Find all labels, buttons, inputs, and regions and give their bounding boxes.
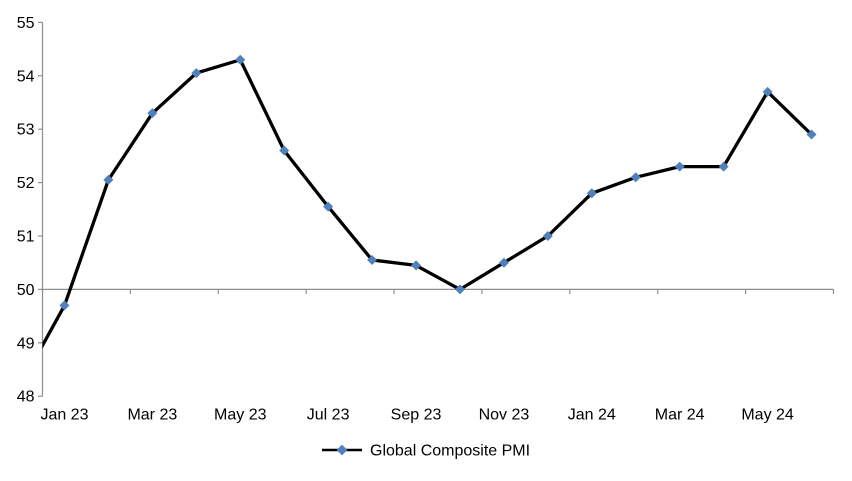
data-point-marker [147, 108, 158, 119]
x-axis-tick-label: Jul 23 [307, 407, 350, 424]
x-axis-tick-label: Sep 23 [391, 407, 442, 424]
legend-marker-diamond-icon [336, 444, 348, 456]
y-axis-tick-label: 48 [17, 389, 35, 406]
data-point-marker [586, 188, 597, 199]
data-point-marker [806, 129, 817, 140]
x-axis-tick-label: Mar 24 [655, 407, 705, 424]
legend: Global Composite PMI [322, 443, 530, 460]
series-group [42, 54, 817, 349]
data-point-marker [103, 174, 114, 185]
x-axis-tick-label: Mar 23 [127, 407, 177, 424]
x-axis-tick-label: May 24 [741, 407, 794, 424]
x-axis-tick-label: Nov 23 [479, 407, 530, 424]
data-point-marker [323, 201, 334, 212]
data-point-marker [762, 86, 773, 97]
y-axis-tick-label: 55 [17, 15, 35, 32]
legend-label: Global Composite PMI [370, 443, 530, 460]
data-point-marker [235, 54, 246, 65]
x-axis-tick-label: Jan 23 [40, 407, 88, 424]
data-point-marker [454, 284, 465, 295]
y-axis-tick-label: 49 [17, 335, 35, 352]
x-axis-tick-label: Jan 24 [568, 407, 616, 424]
data-point-marker [674, 161, 685, 172]
data-point-marker [542, 231, 553, 241]
y-axis-tick-label: 53 [17, 122, 35, 139]
plot-area: 48 49 50 51 52 53 54 55 Jan 23 Mar 23 May 23 Jul 23… [17, 15, 835, 424]
data-point-marker [718, 161, 729, 172]
data-point-marker [411, 260, 422, 271]
data-point-marker [191, 68, 202, 79]
data-point-marker [367, 255, 378, 266]
data-point-marker [59, 300, 70, 311]
y-axis-tick-label: 51 [17, 229, 35, 246]
x-axis-tick-label: May 23 [214, 407, 267, 424]
y-axis-tick-label: 50 [17, 282, 35, 299]
data-point-marker [498, 257, 509, 268]
y-axis-tick-label: 52 [17, 175, 35, 192]
y-axis-tick-label: 54 [17, 68, 35, 85]
data-point-marker [279, 145, 290, 156]
data-point-marker [630, 172, 641, 183]
series-line [42, 58, 813, 349]
